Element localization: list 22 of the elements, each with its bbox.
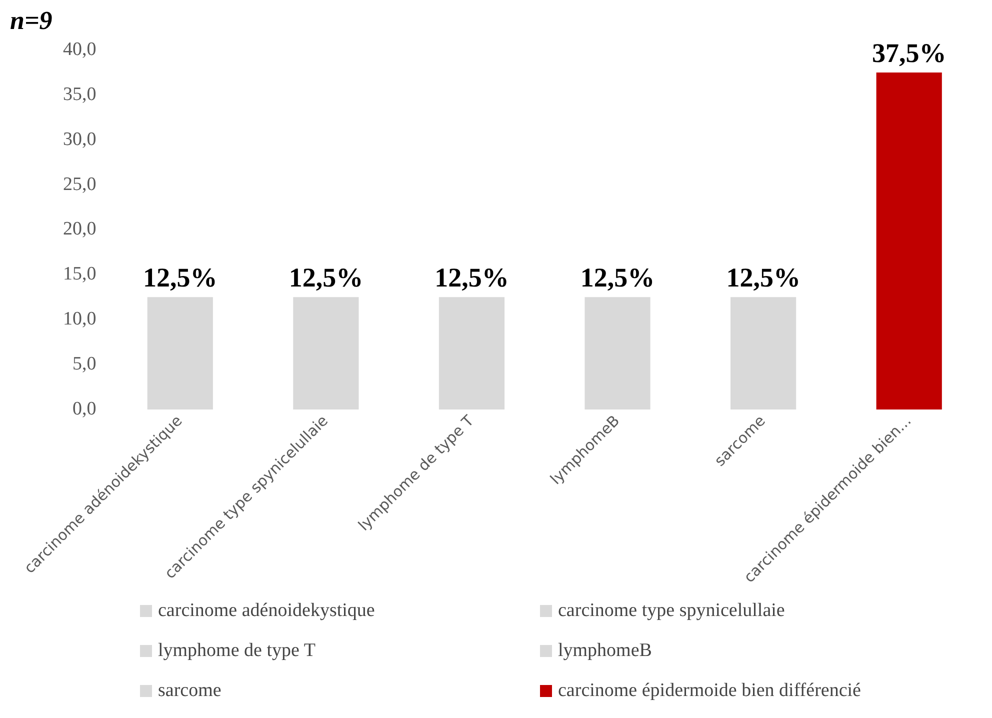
data-label: 12,5% bbox=[580, 262, 655, 293]
data-label: 12,5% bbox=[143, 262, 218, 293]
legend-label: carcinome adénoidekystique bbox=[158, 600, 375, 622]
y-tick-label: 30,0 bbox=[63, 128, 96, 150]
legend-label: lymphomeB bbox=[558, 640, 652, 662]
legend-label: carcinome type spynicelullaie bbox=[558, 600, 785, 622]
legend-label: sarcome bbox=[158, 680, 222, 702]
y-tick-label: 10,0 bbox=[63, 308, 96, 330]
y-tick-label: 5,0 bbox=[72, 354, 96, 375]
data-label: 12,5% bbox=[288, 262, 364, 293]
y-tick-label: 20,0 bbox=[63, 218, 96, 240]
legend-label: lymphome de type T bbox=[158, 640, 316, 662]
y-tick-label: 15,0 bbox=[63, 264, 96, 285]
y-tick-label: 35,0 bbox=[63, 84, 96, 105]
y-tick-label: 25,0 bbox=[63, 174, 96, 195]
data-label: 12,5% bbox=[434, 262, 509, 293]
text: n=9 bbox=[10, 6, 52, 36]
data-label: 12,5% bbox=[726, 262, 800, 293]
data-label: 37,5% bbox=[872, 38, 946, 68]
y-tick-label: 0,0 bbox=[72, 398, 96, 420]
y-tick-label: 40,0 bbox=[63, 38, 96, 60]
legend-label: carcinome épidermoide bien différencié bbox=[558, 680, 861, 702]
